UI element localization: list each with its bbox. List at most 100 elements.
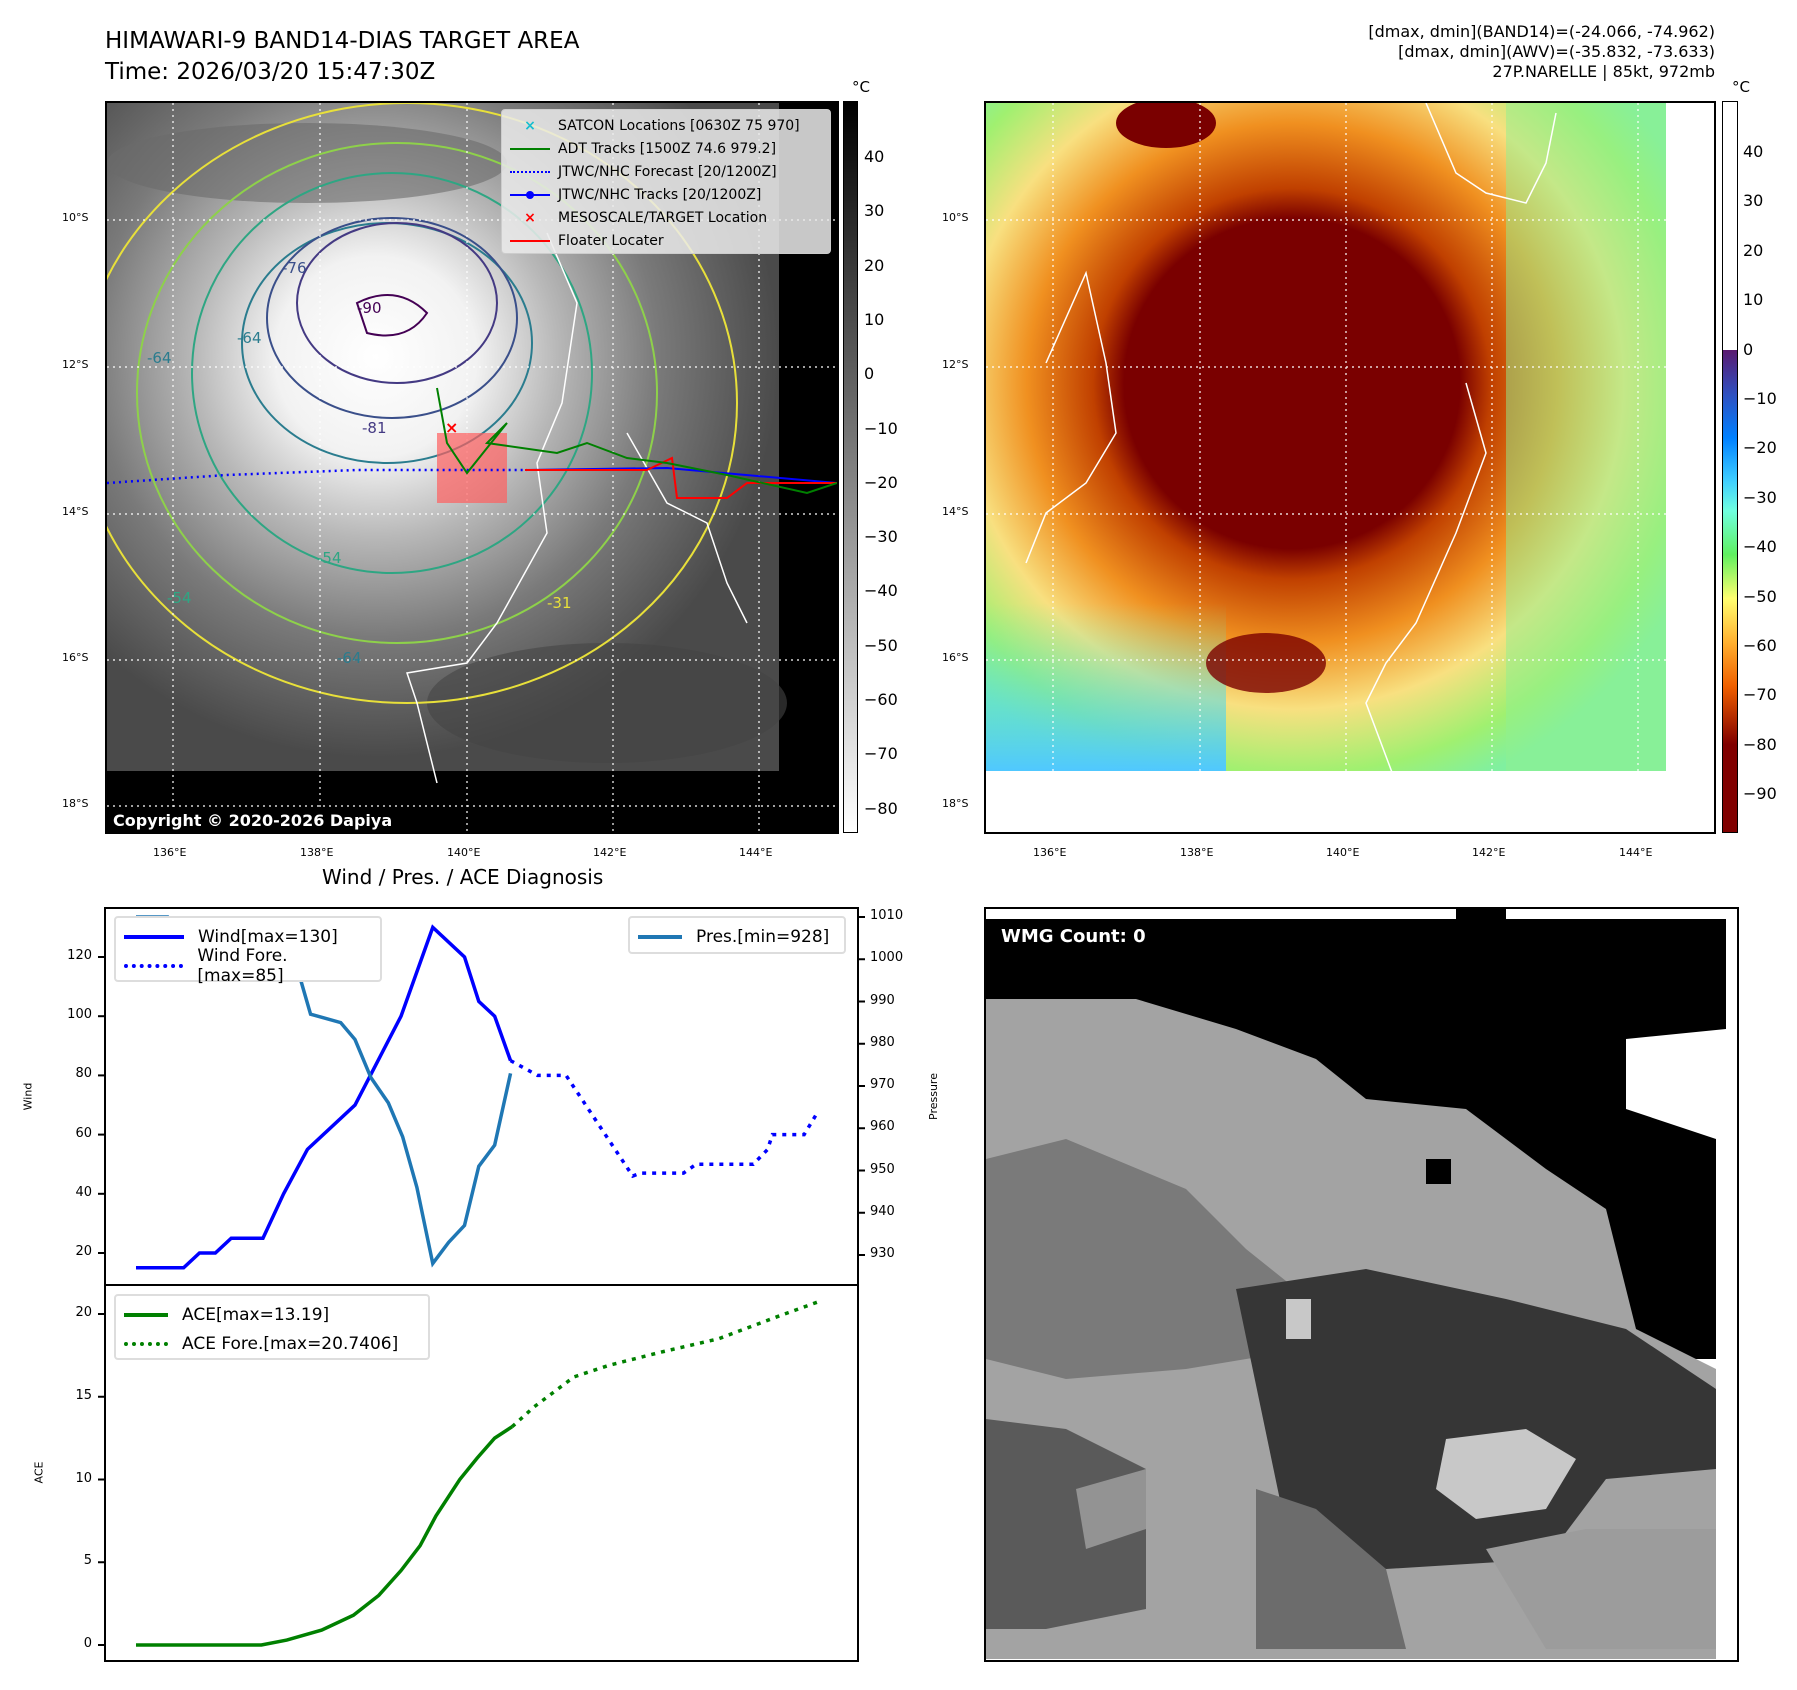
colorbar-tick-label: −10 bbox=[864, 418, 898, 438]
ir-colorbar-unit: °C bbox=[852, 78, 870, 96]
lat-label: 12°S bbox=[942, 358, 969, 371]
axis-tick-label: 60 bbox=[75, 1125, 92, 1141]
axis-tick-label: 100 bbox=[67, 1007, 92, 1023]
legend-item-wind: Wind[max=130] bbox=[124, 922, 372, 951]
awv-colorbar bbox=[1722, 101, 1738, 833]
ir-colorbar bbox=[843, 101, 858, 833]
lon-label: 136°E bbox=[1033, 846, 1067, 859]
lat-label: 16°S bbox=[942, 651, 969, 664]
axis-tick-label: 80 bbox=[75, 1066, 92, 1082]
axis-tick-label: 930 bbox=[870, 1246, 895, 1261]
legend-item-target: × MESOSCALE/TARGET Location bbox=[510, 206, 822, 229]
colorbar-tick-label: 20 bbox=[864, 255, 885, 275]
axis-tick-label: 1000 bbox=[870, 950, 904, 966]
colorbar-tick-label: 40 bbox=[1743, 142, 1764, 161]
copyright: Copyright © 2020-2026 Dapiya bbox=[109, 809, 397, 832]
lon-label: 138°E bbox=[300, 846, 334, 859]
contour-label: -54 bbox=[317, 549, 342, 567]
adt-track bbox=[436, 387, 837, 495]
legend-item-satcon: × SATCON Locations [0630Z 75 970] bbox=[510, 114, 822, 137]
colorbar-tick-label: 10 bbox=[1743, 290, 1764, 310]
contour-label: -81 bbox=[362, 419, 387, 437]
band14-range: [dmax, dmin](BAND14)=(-24.066, -74.962) bbox=[1368, 22, 1715, 41]
legend-item-jtwc-tracks: JTWC/NHC Tracks [20/1200Z] bbox=[510, 183, 822, 206]
dotted-line-icon bbox=[124, 963, 184, 968]
colorbar-tick-label: −50 bbox=[864, 635, 898, 655]
colorbar-tick-label: −90 bbox=[1743, 784, 1777, 804]
time-text: Time: 2026/03/20 15:47:30Z bbox=[105, 59, 436, 85]
lat-label: 18°S bbox=[62, 797, 89, 810]
colorbar-tick-label: 30 bbox=[864, 201, 885, 221]
colorbar-tick-label: 40 bbox=[864, 147, 885, 166]
wind-legend: Wind[max=130] Wind Fore.[max=85] bbox=[114, 916, 382, 986]
legend-item-adt: ADT Tracks [1500Z 74.6 979.2] bbox=[510, 137, 822, 160]
axis-tick-label: 10 bbox=[75, 1470, 92, 1486]
ace-panel bbox=[104, 1284, 859, 1662]
legend-item-floater: Floater Locater bbox=[510, 229, 822, 252]
lon-label: 140°E bbox=[1326, 846, 1360, 859]
wmg-count-label: WMG Count: 0 bbox=[994, 923, 1153, 950]
colorbar-tick-label: 20 bbox=[1743, 240, 1764, 260]
contour-label: -31 bbox=[547, 594, 572, 612]
wind-axis-label: Wind bbox=[21, 1082, 35, 1111]
colorbar-tick-label: 10 bbox=[864, 309, 885, 329]
line-dot-icon bbox=[510, 188, 550, 202]
jtwc-forecast-track bbox=[107, 468, 527, 485]
axis-tick-label: 15 bbox=[75, 1387, 92, 1403]
colorbar-tick-label: 0 bbox=[1743, 339, 1754, 359]
axis-tick-label: 940 bbox=[870, 1203, 895, 1219]
chart-title: Wind / Pres. / ACE Diagnosis bbox=[322, 865, 604, 889]
colorbar-tick-label: −60 bbox=[864, 690, 898, 709]
solid-line-icon bbox=[638, 934, 682, 939]
wmg-panel: WMG Count: 0 bbox=[984, 907, 1739, 1662]
axis-tick-label: 20 bbox=[75, 1305, 92, 1320]
legend-item-ace-forecast: ACE Fore.[max=20.7406] bbox=[124, 1329, 420, 1358]
storm-info: 27P.NARELLE | 85kt, 972mb bbox=[1492, 62, 1715, 81]
lat-label: 10°S bbox=[62, 211, 89, 224]
contour-label: -54 bbox=[167, 589, 192, 607]
solid-line-icon bbox=[124, 1312, 168, 1317]
lon-label: 142°E bbox=[593, 846, 627, 859]
colorbar-tick-label: −20 bbox=[1743, 438, 1777, 458]
awv-colorbar-unit: °C bbox=[1732, 78, 1750, 96]
solid-line-icon bbox=[124, 934, 184, 939]
colorbar-tick-label: −80 bbox=[1743, 734, 1777, 754]
lon-label: 138°E bbox=[1180, 846, 1214, 859]
storm-summary: [dmax, dmin](BAND14)=(-24.066, -74.962) … bbox=[1368, 22, 1715, 82]
colorbar-tick-label: −70 bbox=[1743, 685, 1777, 705]
solid-line-icon bbox=[510, 142, 550, 156]
colorbar-tick-label: −10 bbox=[1743, 389, 1777, 408]
legend-item-jtwc-forecast: JTWC/NHC Forecast [20/1200Z] bbox=[510, 160, 822, 183]
legend-item-wind-forecast: Wind Fore.[max=85] bbox=[124, 946, 372, 986]
axis-tick-label: 980 bbox=[870, 1034, 895, 1050]
lat-label: 12°S bbox=[62, 358, 89, 371]
axis-tick-label: 960 bbox=[870, 1119, 895, 1135]
ace-axis-label: ACE bbox=[32, 1461, 46, 1484]
lon-label: 140°E bbox=[447, 846, 481, 859]
pressure-legend: Pres.[min=928] bbox=[628, 916, 846, 954]
axis-tick-label: 970 bbox=[870, 1077, 895, 1092]
colorbar-tick-label: −20 bbox=[864, 472, 898, 492]
axis-tick-label: 40 bbox=[75, 1184, 92, 1200]
lon-label: 144°E bbox=[1619, 846, 1653, 859]
contour-label: -64 bbox=[147, 349, 172, 367]
x-marker-icon: × bbox=[524, 209, 536, 226]
axis-tick-label: 20 bbox=[75, 1244, 92, 1259]
lat-label: 14°S bbox=[62, 505, 89, 518]
x-marker-icon: × bbox=[524, 117, 536, 134]
contour-label: -76 bbox=[282, 259, 307, 277]
ace-legend: ACE[max=13.19] ACE Fore.[max=20.7406] bbox=[114, 1294, 430, 1360]
colorbar-tick-label: −80 bbox=[864, 798, 898, 818]
pressure-axis-label: Pressure bbox=[926, 1073, 940, 1120]
axis-tick-label: 120 bbox=[67, 948, 92, 963]
colorbar-tick-label: −60 bbox=[1743, 636, 1777, 655]
target-marker-icon: × bbox=[445, 418, 458, 437]
title-text: HIMAWARI-9 BAND14-DIAS TARGET AREA bbox=[105, 28, 580, 54]
dotted-line-icon bbox=[510, 165, 550, 179]
awv-range: [dmax, dmin](AWV)=(-35.832, -73.633) bbox=[1398, 42, 1715, 61]
axis-tick-label: 0 bbox=[83, 1636, 92, 1651]
awv-map bbox=[984, 101, 1716, 834]
lon-label: 136°E bbox=[153, 846, 187, 859]
lat-label: 10°S bbox=[942, 211, 969, 224]
contour-label: -90 bbox=[357, 299, 382, 317]
